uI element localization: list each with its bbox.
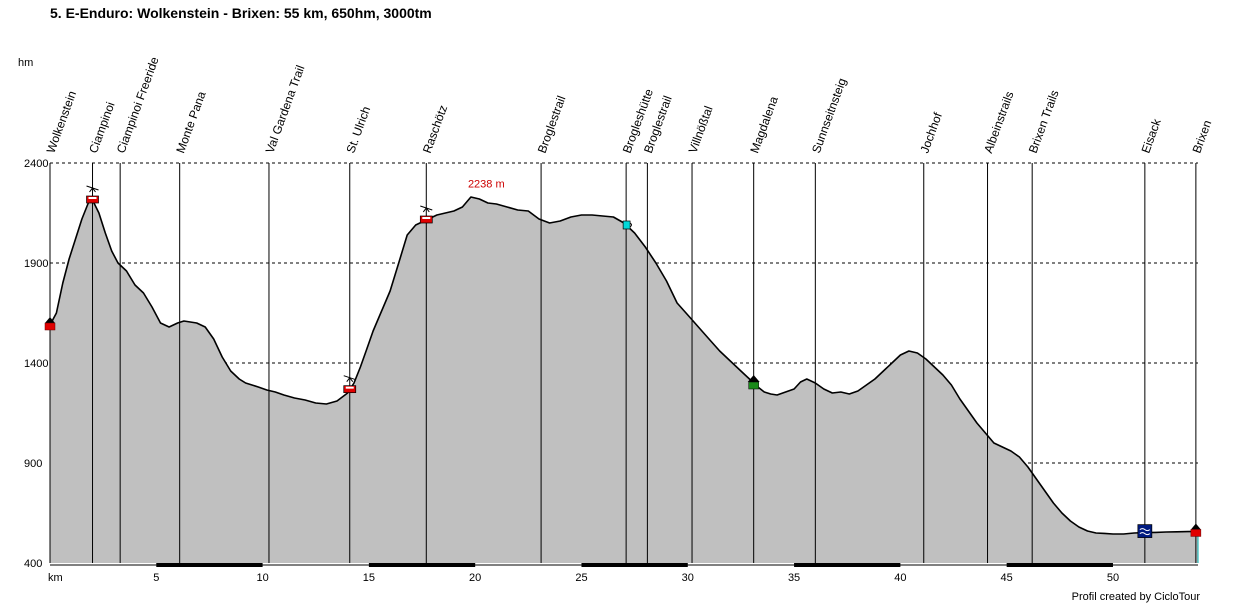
waypoint-label: Broglestrail — [535, 94, 569, 155]
y-tick-label: 900 — [24, 458, 42, 470]
waypoint-label: Val Gardena Trail — [263, 63, 308, 155]
waypoint-label: Ciampinoi Freeride — [114, 55, 162, 155]
water-icon — [1137, 524, 1153, 538]
km-scale-segment — [368, 563, 476, 567]
waypoint-label: Wolkenstein — [44, 89, 79, 155]
x-tick-label: 20 — [469, 572, 481, 584]
waypoint-label: Sunnseitnsteig — [809, 76, 849, 155]
hut-icon — [622, 220, 633, 230]
x-tick-label: km — [48, 572, 63, 584]
waypoint-label: Brixen Trails — [1026, 88, 1062, 155]
cable-car-icon — [343, 375, 357, 394]
waypoint-label: St. Ulrich — [343, 104, 373, 155]
x-tick-label: 5 — [153, 572, 159, 584]
credit-text: Profil created by CicloTour — [1071, 591, 1200, 603]
waypoint-label: Ciampinoi — [86, 100, 117, 155]
x-tick-label: 50 — [1107, 572, 1119, 584]
waypoint-label: Brixen — [1190, 118, 1215, 155]
cable-car-icon — [419, 205, 433, 224]
x-tick-label: 30 — [682, 572, 694, 584]
cable-car-icon — [86, 185, 99, 204]
waypoint-label: Albeinstrails — [981, 89, 1016, 155]
km-scale-segment — [156, 563, 263, 567]
waypoint-label: Magdalena — [747, 94, 781, 155]
chart-title: 5. E-Enduro: Wolkenstein - Brixen: 55 km… — [50, 5, 432, 21]
y-axis-label: hm — [18, 57, 33, 69]
y-tick-label: 2400 — [24, 158, 48, 170]
flag-icon — [44, 317, 56, 331]
waypoint-label: Villnößtal — [686, 104, 716, 155]
elevation-area — [49, 196, 1199, 563]
elevation-line — [49, 196, 1199, 535]
flag-icon — [1190, 523, 1202, 537]
x-tick-label: 15 — [363, 572, 375, 584]
axes: 400 900 1400 1900 2400 km 5 10 15 20 25 30 35 40 45 50 — [24, 158, 1198, 584]
x-tick-label: 10 — [256, 572, 268, 584]
x-tick-label: 35 — [788, 572, 800, 584]
waypoint-label: Eisack — [1139, 116, 1165, 155]
waypoint-label: Raschötz — [420, 103, 450, 155]
x-tick-label: 40 — [894, 572, 906, 584]
y-tick-label: 400 — [24, 558, 42, 570]
village-icon — [747, 375, 760, 390]
x-tick-label: 25 — [575, 572, 587, 584]
y-tick-label: 1900 — [24, 258, 48, 270]
km-scale-segment — [581, 563, 688, 567]
x-tick-label: 45 — [1001, 572, 1013, 584]
km-scale-segment — [794, 563, 901, 567]
waypoint-label: Monte Pana — [173, 89, 208, 155]
elevation-fill — [50, 197, 1198, 563]
max-elevation-label: 2238 m — [468, 178, 505, 190]
km-scale-segment — [1006, 563, 1113, 567]
waypoint-label: Jochhof — [917, 110, 945, 155]
y-tick-label: 1400 — [24, 358, 48, 370]
